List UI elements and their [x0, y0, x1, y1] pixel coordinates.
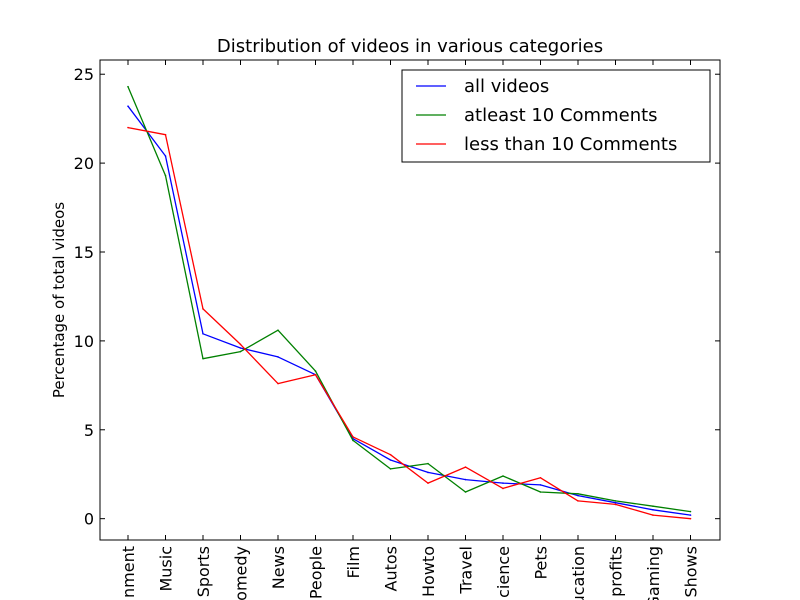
series-line-1: [127, 105, 691, 516]
data-point: [277, 382, 279, 385]
x-tick-label: ucation: [569, 546, 588, 600]
data-point: [314, 370, 317, 372]
x-tick-label: News: [269, 546, 288, 589]
data-point: [164, 174, 167, 177]
data-point: [164, 133, 167, 136]
data-point: [652, 508, 654, 511]
x-tick-label: Music: [157, 546, 176, 592]
x-tick-label: Travel: [457, 546, 476, 595]
data-point: [202, 308, 204, 310]
data-point: [502, 487, 504, 490]
y-tick-label: 25: [74, 65, 94, 84]
x-tick-label: Pets: [532, 546, 551, 580]
data-point: [314, 373, 317, 376]
data-point: [652, 514, 654, 516]
data-point: [239, 347, 242, 349]
data-point: [689, 510, 692, 513]
data-point: [427, 462, 429, 465]
y-tick-label: 15: [74, 243, 94, 262]
x-tick-label: Howto: [419, 546, 438, 597]
series-line-2: [127, 86, 691, 513]
data-point: [239, 350, 242, 353]
x-tick-label: omedy: [232, 546, 251, 600]
data-point: [539, 476, 542, 479]
x-tick-label: People: [307, 546, 326, 599]
y-tick-label: 20: [74, 154, 94, 173]
legend-label: all videos: [464, 76, 549, 97]
x-tick-label: Shows: [682, 546, 701, 598]
data-point: [577, 494, 579, 497]
data-point: [577, 500, 579, 502]
data-point: [277, 356, 279, 358]
data-point: [614, 503, 617, 506]
data-point: [502, 475, 504, 477]
x-tick-label: Film: [344, 546, 363, 579]
data-point: [539, 484, 542, 486]
data-point: [689, 517, 692, 520]
legend: all videos atleast 10 Comments less than 1…: [401, 69, 711, 163]
data-point: [277, 329, 279, 332]
data-point: [464, 466, 467, 468]
data-point: [427, 482, 429, 484]
y-tick-label: 5: [84, 421, 94, 440]
data-point: [352, 439, 354, 442]
data-point: [577, 492, 579, 495]
data-point: [352, 436, 354, 438]
data-point: [464, 491, 467, 493]
data-point: [127, 126, 129, 129]
series-line-3: [127, 126, 691, 520]
data-point: [464, 478, 467, 481]
data-point: [127, 105, 129, 108]
y-tick-label: 0: [84, 510, 94, 529]
data-point: [427, 471, 429, 474]
y-axis-label: Percentage of total videos: [50, 202, 68, 398]
legend-label: less than 10 Comments: [464, 134, 677, 155]
data-point: [389, 459, 392, 461]
x-tick-label: profits: [607, 546, 626, 597]
x-tick-label: Sports: [194, 546, 213, 597]
data-point: [239, 343, 242, 346]
x-tick-label: nment: [119, 546, 138, 598]
data-point: [389, 453, 392, 456]
data-point: [164, 155, 167, 157]
data-point: [652, 505, 654, 508]
y-tick-label: 10: [74, 332, 94, 351]
data-point: [689, 514, 692, 516]
data-point: [614, 501, 617, 504]
data-point: [202, 357, 204, 360]
x-tick-label: cience: [494, 546, 513, 598]
data-point: [389, 468, 392, 470]
data-point: [127, 85, 129, 88]
data-point: [202, 332, 204, 335]
plot-frame: [99, 59, 721, 541]
data-point: [539, 491, 542, 493]
x-tick-label: Autos: [382, 546, 401, 591]
chart-title: Distribution of videos in various catego…: [217, 36, 603, 57]
data-point: [614, 500, 617, 502]
x-tick-label: Gaming: [644, 546, 663, 600]
data-point: [502, 482, 504, 484]
legend-label: atleast 10 Comments: [464, 105, 658, 126]
plot-area: 0 5 10 15 20 25 nment Music Sports omedy News Peopl…: [74, 60, 720, 600]
legend-box: [401, 69, 711, 163]
